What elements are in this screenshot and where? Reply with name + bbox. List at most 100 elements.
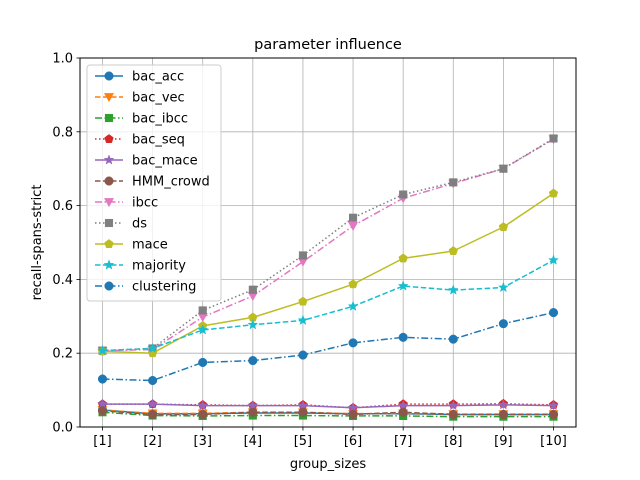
- series-bac-vec: [97, 406, 559, 420]
- data-point: [497, 281, 509, 293]
- legend-item: majority: [95, 259, 186, 274]
- series-line: [102, 311, 554, 382]
- data-point: [348, 279, 358, 289]
- data-point: [398, 332, 408, 342]
- x-tick-label: [1]: [93, 434, 111, 449]
- legend-item: mace: [95, 238, 168, 253]
- series-line: [102, 411, 554, 418]
- legend-marker: [104, 113, 114, 123]
- legend-item: bac_acc: [95, 70, 184, 85]
- legend-label: bac_seq: [132, 133, 185, 148]
- legend-label: bac_acc: [132, 70, 184, 85]
- data-point: [97, 374, 108, 384]
- y-axis-label: recall-spans-strict: [30, 185, 45, 301]
- series-clustering: [97, 308, 559, 386]
- data-point: [449, 178, 458, 187]
- data-point: [447, 399, 459, 411]
- data-point: [298, 350, 308, 360]
- data-point: [497, 399, 509, 410]
- data-point: [448, 409, 458, 420]
- legend-label: HMM_crowd: [132, 175, 210, 190]
- legend-marker: [104, 218, 114, 228]
- series-line: [102, 410, 554, 416]
- plot-frame: [79, 57, 577, 428]
- data-point: [198, 409, 208, 420]
- data-point: [247, 319, 259, 330]
- data-point: [498, 319, 508, 329]
- data-point: [197, 313, 208, 323]
- series-line: [102, 403, 554, 409]
- legend-label: mace: [132, 238, 168, 253]
- chart-title: parameter influence: [254, 37, 402, 53]
- data-point: [348, 409, 358, 420]
- legend-label: majority: [132, 259, 186, 274]
- series-line: [102, 403, 554, 409]
- x-tick-label: [5]: [294, 434, 312, 449]
- data-point: [248, 356, 258, 366]
- x-tick-label: [4]: [244, 434, 262, 449]
- series-line: [102, 259, 554, 352]
- data-point: [548, 254, 559, 265]
- data-point: [248, 285, 257, 294]
- data-point: [448, 334, 458, 344]
- x-tick-label: [9]: [494, 434, 512, 449]
- legend-label: clustering: [132, 280, 196, 295]
- x-tick-label: [3]: [194, 434, 212, 449]
- data-point: [398, 253, 408, 263]
- data-point: [97, 406, 108, 416]
- y-tick-label: 0.2: [52, 347, 73, 362]
- legend-item: HMM_crowd: [95, 175, 210, 190]
- data-point: [348, 222, 359, 232]
- series-line: [102, 138, 554, 352]
- data-point: [499, 164, 508, 173]
- y-tick-label: 0.4: [52, 273, 73, 288]
- x-tick-label: [6]: [344, 434, 362, 449]
- y-tick-label: 0.6: [52, 199, 73, 214]
- legend-item: bac_mace: [95, 154, 198, 169]
- x-axis: [1] [2] [3] [4] [5] [6] [7] [8] [9] [10]: [93, 427, 567, 449]
- legend-marker: [103, 93, 115, 103]
- legend-marker: [103, 198, 115, 208]
- legend-item: ds: [95, 217, 147, 232]
- data-point: [447, 284, 459, 295]
- data-point: [349, 213, 358, 222]
- legend-marker: [104, 134, 114, 143]
- x-axis-label: group_sizes: [290, 457, 366, 472]
- data-point: [248, 407, 258, 417]
- legend-item: clustering: [95, 280, 196, 295]
- data-point: [498, 222, 509, 231]
- x-tick-label: [8]: [444, 434, 462, 449]
- legend-label: bac_vec: [132, 91, 185, 106]
- data-point: [147, 342, 159, 354]
- legend-item: bac_ibcc: [95, 112, 188, 127]
- data-point: [297, 314, 309, 325]
- x-tick-label: [2]: [143, 434, 161, 449]
- data-point: [549, 134, 558, 143]
- legend-label: bac_ibcc: [132, 112, 188, 127]
- data-point: [198, 357, 208, 367]
- data-point: [198, 306, 207, 315]
- legend: bac_acc bac_vec bac_ibcc bac_seq bac_mace HMM…: [86, 64, 222, 302]
- data-point: [498, 409, 508, 420]
- data-point: [548, 188, 559, 198]
- data-point: [397, 280, 409, 291]
- y-tick-label: 0.0: [52, 421, 73, 436]
- data-point: [347, 300, 359, 311]
- legend-item: bac_vec: [95, 91, 185, 106]
- data-point: [448, 246, 458, 255]
- data-point: [399, 190, 408, 199]
- data-point: [398, 407, 408, 417]
- legend-label: ds: [132, 217, 147, 232]
- plot-series: [97, 134, 559, 421]
- series-HMM-crowd: [97, 406, 559, 420]
- data-point: [298, 251, 307, 260]
- y-tick-label: 1.0: [52, 52, 73, 67]
- y-tick-label: 0.8: [52, 125, 73, 140]
- legend-marker: [103, 259, 115, 270]
- data-point: [548, 409, 559, 420]
- legend-marker: [104, 71, 114, 81]
- legend-marker: [104, 281, 114, 291]
- data-point: [298, 296, 308, 306]
- series-majority: [97, 254, 559, 356]
